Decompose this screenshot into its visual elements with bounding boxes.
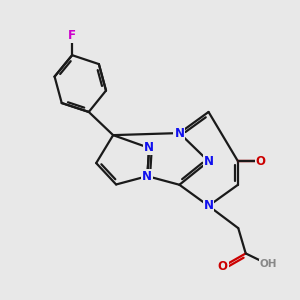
Text: N: N [204, 155, 214, 168]
Text: N: N [204, 200, 214, 212]
Text: O: O [256, 155, 266, 168]
Text: N: N [144, 141, 154, 154]
Text: N: N [174, 127, 184, 140]
Text: O: O [218, 260, 228, 273]
Text: OH: OH [260, 260, 277, 269]
Text: N: N [142, 170, 152, 183]
Text: F: F [68, 29, 76, 42]
